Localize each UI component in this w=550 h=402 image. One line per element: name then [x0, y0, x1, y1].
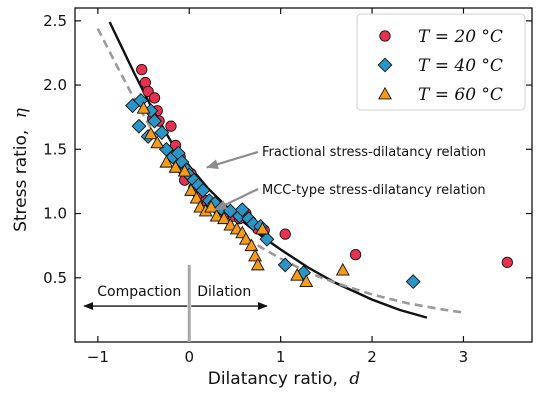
legend-marker-t40	[377, 57, 393, 73]
y-axis-title: Stress ratio, η	[11, 107, 31, 232]
legend-label-t40: T = 40 °C	[418, 56, 503, 76]
data-point-t20	[349, 248, 362, 261]
data-point-t40	[147, 113, 162, 129]
x-tick-label: −1	[87, 348, 109, 366]
data-point-t40	[277, 257, 293, 273]
data-point-t20	[279, 228, 291, 240]
annotation-mcc-arrow	[214, 188, 259, 211]
legend-label-t60: T = 60 °C	[418, 85, 503, 105]
legend-label-t20: T = 20 °C	[418, 27, 503, 47]
compaction-label: Compaction	[97, 284, 181, 300]
y-tick-label: 2.5	[43, 12, 67, 30]
x-tick-label: 0	[184, 348, 194, 366]
x-tick-label: 2	[367, 348, 377, 366]
data-point-t60	[177, 164, 192, 177]
data-point-t40	[154, 125, 170, 141]
data-point-t40	[131, 118, 147, 134]
data-point-t60	[143, 126, 158, 140]
data-point-t40	[245, 216, 261, 232]
dilation-label: Dilation	[197, 284, 251, 300]
y-tick-label: 0.5	[43, 269, 67, 287]
y-tick-label: 1.0	[43, 205, 67, 223]
legend-marker-t60	[378, 86, 392, 100]
data-point-t60	[248, 248, 263, 262]
mcc-relation-curve	[96, 28, 464, 314]
data-point-t60	[184, 183, 199, 196]
data-point-t40	[259, 231, 275, 247]
data-point-t60	[159, 155, 174, 168]
data-point-t60	[250, 257, 265, 271]
data-point-t40	[234, 202, 250, 218]
y-tick-label: 2.0	[43, 76, 67, 94]
data-point-t60	[209, 208, 224, 222]
x-tick-label: 3	[459, 348, 469, 366]
data-point-t20	[136, 64, 148, 76]
y-tick-label: 1.5	[43, 140, 67, 158]
data-point-t60	[136, 101, 151, 114]
data-point-t60	[238, 232, 253, 245]
legend-marker-t20	[379, 30, 391, 42]
data-point-t60	[150, 135, 165, 149]
data-point-t60	[189, 190, 204, 204]
plot-area: −1 0 1 2 3 0.5 1.0 1.5 2.0 2.5 Compaction Dilation F…	[43, 7, 533, 366]
annotation-fractional: Fractional stress-dilatancy relation	[262, 145, 486, 160]
data-point-t60	[223, 217, 238, 231]
data-point-t60	[217, 211, 231, 225]
data-point-t60	[335, 262, 350, 276]
data-point-t20	[501, 256, 513, 269]
legend: T = 20 °C T = 40 °C T = 60 °C	[356, 13, 526, 111]
annotation-mcc: MCC-type stress-dilatancy relation	[262, 183, 486, 198]
x-tick-label: 1	[276, 348, 286, 366]
x-axis-title: Dilatancy ratio, d	[208, 369, 361, 389]
data-point-t40	[195, 182, 211, 198]
data-point-t60	[244, 238, 259, 252]
data-point-t60	[299, 274, 314, 288]
data-point-t20	[148, 92, 161, 104]
plot-frame	[74, 7, 533, 343]
legend-box	[356, 13, 526, 111]
data-point-t60	[204, 199, 219, 213]
data-point-t60	[255, 221, 270, 235]
annotation-fractional-arrow	[206, 150, 259, 170]
data-point-t60	[168, 160, 183, 173]
data-point-t40	[405, 274, 421, 290]
data-point-t20	[165, 120, 177, 132]
data-point-t60	[290, 268, 305, 281]
